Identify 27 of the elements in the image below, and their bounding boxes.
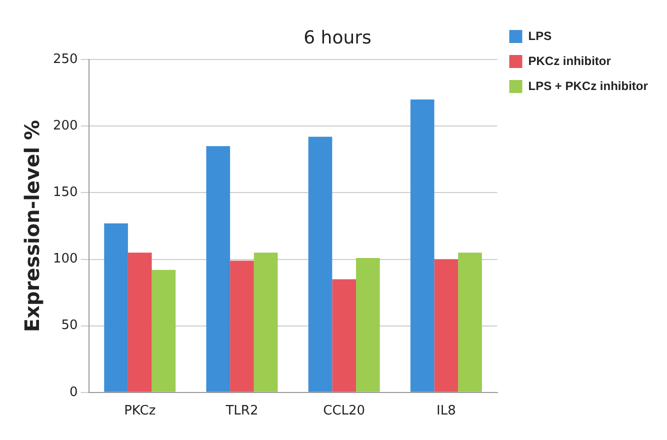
- x-tick-label: TLR2: [224, 404, 258, 419]
- bar: [308, 136, 332, 392]
- x-tick-label: PKCz: [124, 404, 156, 419]
- y-tick-label: 200: [52, 118, 78, 134]
- y-tick-label: 0: [70, 384, 78, 400]
- bar: [104, 223, 128, 392]
- y-tick-label: 100: [52, 252, 78, 267]
- bar: [254, 252, 278, 392]
- y-tick-label: 150: [52, 185, 78, 200]
- bar: [206, 146, 230, 392]
- y-axis-title: Expression-level %: [20, 120, 44, 332]
- bar: [356, 258, 380, 392]
- bar: [152, 270, 176, 392]
- x-tick-label: IL8: [436, 404, 456, 419]
- bar: [128, 252, 152, 392]
- legend-label: LPS: [528, 28, 552, 43]
- bar: [230, 260, 254, 392]
- bar: [410, 100, 434, 392]
- bar: [332, 279, 356, 392]
- legend-label: PKCz inhibitor: [528, 54, 612, 68]
- y-tick-label: 250: [52, 52, 78, 67]
- y-tick-label: 50: [61, 318, 78, 334]
- bar: [434, 259, 458, 392]
- x-tick-label: CCL20: [323, 404, 366, 419]
- legend-label: LPS + PKCz inhibitor: [528, 78, 648, 93]
- bar: [458, 252, 482, 392]
- chart-title: 6 hours: [304, 27, 372, 48]
